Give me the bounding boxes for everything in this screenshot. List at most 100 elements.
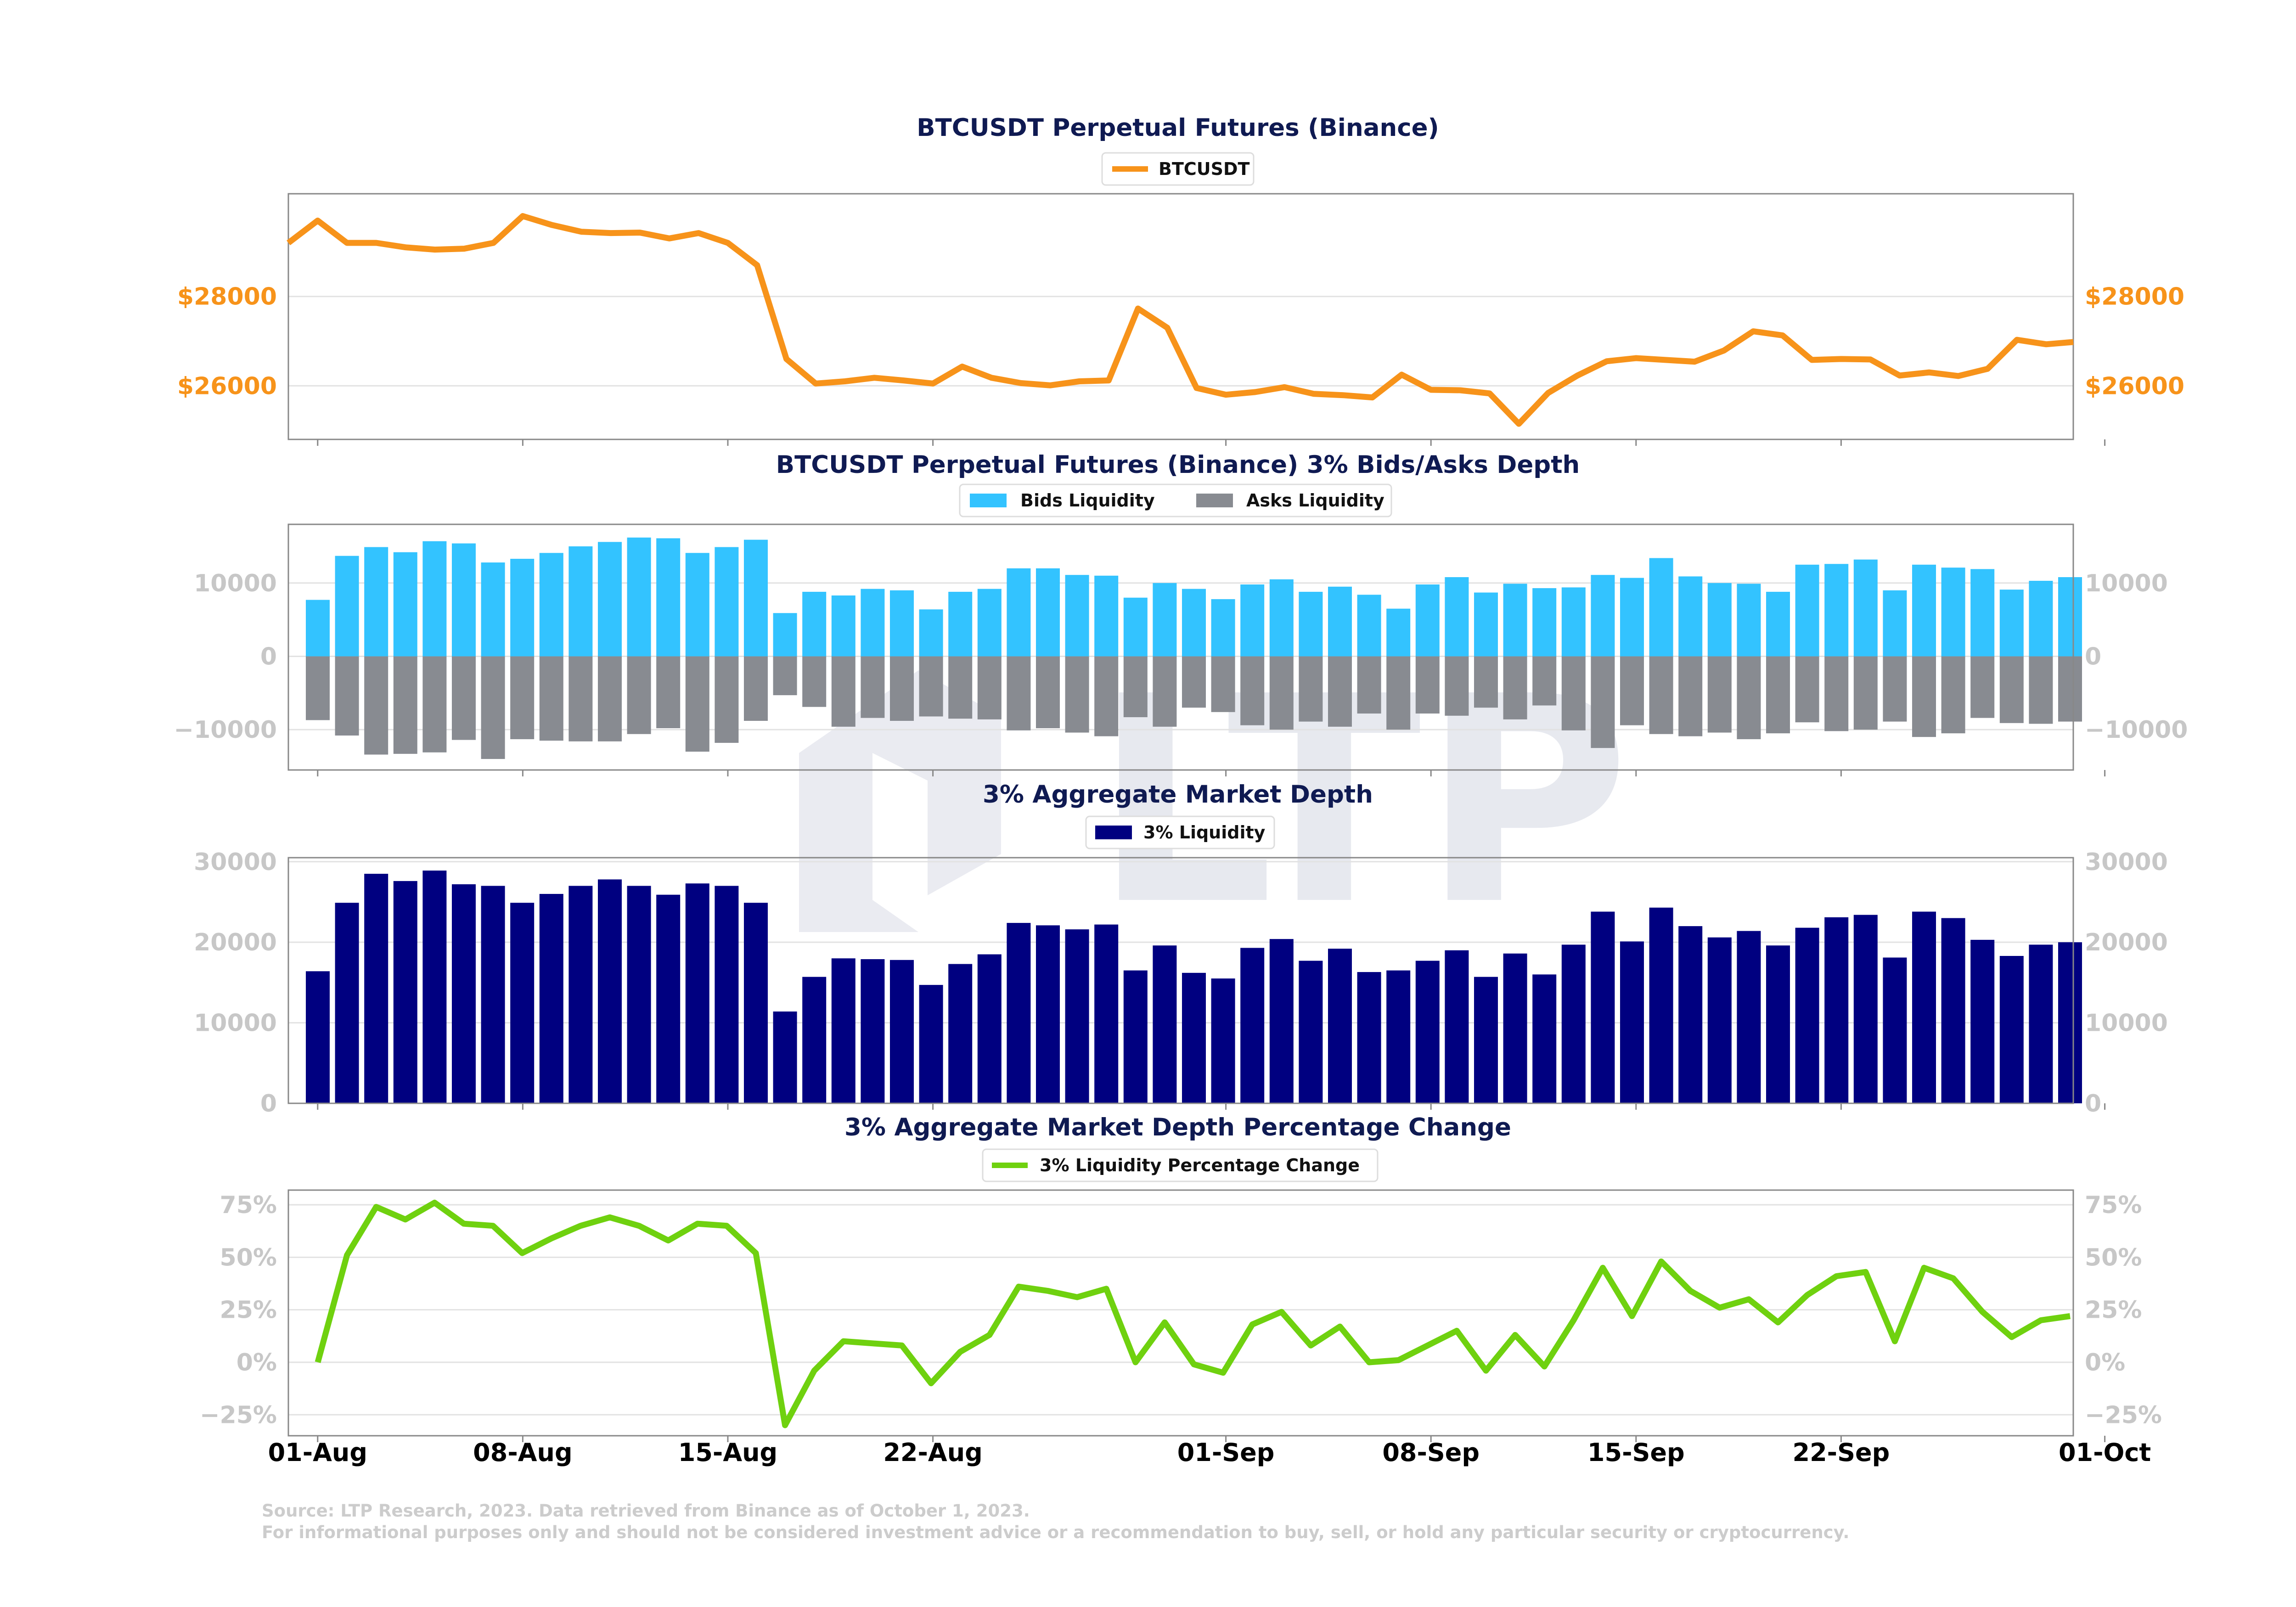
y-tick-right: 50% bbox=[2085, 1244, 2142, 1271]
bids-bar bbox=[1941, 568, 1965, 657]
pct-change-y-ticks: −25% −25% 0% 0% 25% 25% 50% 50% 75% 75% bbox=[200, 1191, 2162, 1429]
asks-bar bbox=[335, 656, 359, 736]
aggregate-panel: 3% Aggregate Market Depth 3% Liquidity 0… bbox=[194, 781, 2168, 1118]
bids-bar bbox=[1240, 584, 1265, 657]
y-tick-left: 20000 bbox=[194, 929, 277, 956]
source-line-2: For informational purposes only and shou… bbox=[262, 1523, 1849, 1542]
bids-bar bbox=[1503, 584, 1527, 657]
bids-bar bbox=[1970, 569, 1995, 657]
pct-change-gridlines bbox=[288, 1204, 2073, 1416]
bids-bar bbox=[1269, 579, 1294, 657]
liquidity-bar bbox=[306, 971, 330, 1103]
x-tick-label: 22-Sep bbox=[1793, 1438, 1890, 1467]
asks-bar bbox=[598, 656, 622, 742]
y-tick-left: 10000 bbox=[194, 1010, 277, 1037]
liquidity-bar bbox=[919, 985, 943, 1103]
y-tick-right: $26000 bbox=[2085, 372, 2184, 400]
bids-bar bbox=[1299, 591, 1323, 657]
x-tick-label: 01-Sep bbox=[1177, 1438, 1275, 1467]
liquidity-bar bbox=[890, 960, 914, 1103]
liquidity-bar bbox=[1240, 948, 1265, 1103]
liquidity-bar bbox=[2058, 942, 2082, 1103]
liquidity-bar bbox=[393, 881, 417, 1103]
depth-x-ticks bbox=[317, 770, 2106, 776]
asks-bar bbox=[1795, 656, 1819, 723]
bids-bar bbox=[1795, 564, 1819, 657]
liquidity-bar bbox=[568, 886, 593, 1103]
liquidity-bar bbox=[1853, 915, 1878, 1103]
asks-bar bbox=[1970, 656, 1995, 718]
price-panel: BTCUSDT Perpetual Futures (Binance) BTCU… bbox=[177, 114, 2184, 446]
y-tick-left: 25% bbox=[220, 1297, 277, 1324]
asks-bar bbox=[861, 656, 885, 718]
y-tick-right: 10000 bbox=[2085, 570, 2168, 597]
bids-bar bbox=[1678, 576, 1703, 657]
watermark-logo-shape bbox=[799, 670, 1001, 932]
liquidity-bar bbox=[1299, 961, 1323, 1103]
y-tick-left: 75% bbox=[220, 1191, 277, 1219]
pct-change-legend-box bbox=[982, 1148, 1379, 1182]
liquidity-bar bbox=[1970, 939, 1995, 1103]
asks-bar bbox=[306, 656, 330, 720]
bids-bar bbox=[656, 538, 681, 657]
bids-bar bbox=[1561, 587, 1586, 657]
x-tick-label: 22-Aug bbox=[883, 1438, 982, 1467]
liquidity-bar bbox=[1532, 974, 1557, 1103]
asks-bar bbox=[831, 656, 855, 727]
bids-bar bbox=[977, 589, 1002, 657]
bids-bar bbox=[744, 539, 768, 657]
asks-bar bbox=[1591, 656, 1615, 748]
asks-bar bbox=[1853, 656, 1878, 730]
asks-bar bbox=[481, 656, 505, 759]
liquidity-bar bbox=[1912, 911, 1936, 1103]
y-tick-right: 75% bbox=[2085, 1191, 2142, 1219]
x-tick-label: 15-Sep bbox=[1587, 1438, 1685, 1467]
bids-bar bbox=[948, 591, 973, 657]
liquidity-bar bbox=[744, 903, 768, 1103]
liquidity-bar bbox=[335, 903, 359, 1103]
asks-bar bbox=[1824, 656, 1849, 731]
pct-change-panel: 3% Aggregate Market Depth Percentage Cha… bbox=[200, 1113, 2162, 1442]
liquidity-bar bbox=[773, 1011, 797, 1103]
bids-bar bbox=[1999, 590, 2024, 657]
asks-bar bbox=[1707, 656, 1732, 733]
asks-bar bbox=[1678, 656, 1703, 736]
liquidity-bar bbox=[1561, 944, 1586, 1103]
y-tick-left: 10000 bbox=[194, 570, 277, 597]
y-tick-right: 0 bbox=[2085, 1090, 2101, 1118]
pct-change-legend-label: 3% Liquidity Percentage Change bbox=[1040, 1155, 1360, 1175]
bids-bar bbox=[422, 541, 447, 657]
y-tick-right: 0 bbox=[2085, 643, 2101, 670]
liquidity-bar bbox=[1094, 924, 1119, 1103]
price-panel-title: BTCUSDT Perpetual Futures (Binance) bbox=[917, 114, 1439, 142]
bids-bar bbox=[919, 609, 943, 657]
liquidity-bar bbox=[422, 871, 447, 1103]
depth-plot-frame bbox=[287, 523, 2074, 771]
asks-bar bbox=[1007, 656, 1031, 730]
asks-bar bbox=[1123, 656, 1148, 718]
bids-legend-label: Bids Liquidity bbox=[1020, 490, 1155, 511]
pct-change-plot-frame bbox=[287, 1189, 2074, 1437]
liquidity-bar bbox=[1649, 907, 1673, 1103]
asks-bar bbox=[1065, 656, 1089, 733]
bids-bar bbox=[1328, 586, 1352, 657]
bids-bar bbox=[1036, 568, 1060, 657]
y-tick-right: 25% bbox=[2085, 1297, 2142, 1324]
asks-bar bbox=[744, 656, 768, 721]
depth-y-ticks: −10000 −10000 0 0 10000 10000 bbox=[174, 570, 2188, 744]
bids-bar bbox=[1649, 558, 1673, 657]
bids-bar bbox=[1153, 583, 1177, 657]
bids-bar bbox=[598, 542, 622, 657]
asks-bar bbox=[1503, 656, 1527, 719]
depth-panel: BTCUSDT Perpetual Futures (Binance) 3% B… bbox=[174, 451, 2188, 776]
liquidity-bar bbox=[1883, 957, 1907, 1103]
pct-change-x-ticks bbox=[317, 1436, 2106, 1442]
bids-bar bbox=[1591, 575, 1615, 657]
asks-bar bbox=[1766, 656, 1790, 734]
aggregate-x-ticks bbox=[317, 1103, 2106, 1110]
bids-bar bbox=[1386, 608, 1411, 657]
aggregate-panel-title: 3% Aggregate Market Depth bbox=[983, 781, 1373, 809]
liquidity-bar bbox=[831, 958, 855, 1103]
liquidity-bar bbox=[977, 954, 1002, 1103]
